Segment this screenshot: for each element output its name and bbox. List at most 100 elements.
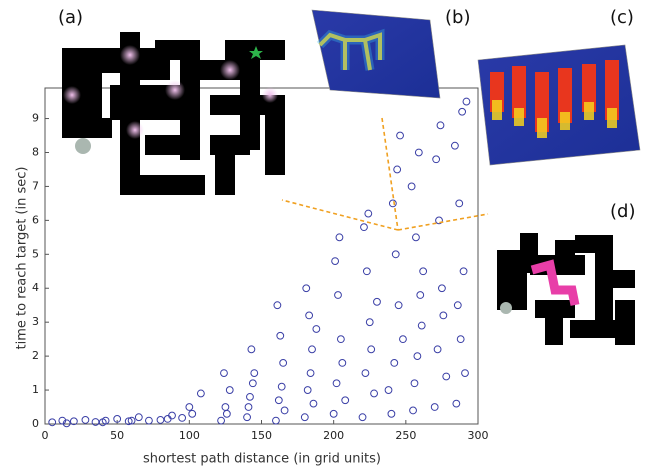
point (453, 400, 460, 407)
point (452, 142, 459, 149)
y-tick-label: 4 (32, 281, 39, 294)
panel-label: (b) (445, 7, 470, 28)
x-axis-label: shortest path distance (in grid units) (143, 452, 381, 467)
point (431, 404, 438, 411)
point (454, 302, 461, 309)
point (223, 410, 230, 417)
point (306, 312, 313, 319)
y-tick-label: 9 (32, 112, 39, 125)
point (433, 156, 440, 163)
point (186, 404, 193, 411)
point (459, 108, 466, 115)
figure: 0123456789050100150200250300 (0, 0, 649, 468)
point (368, 346, 375, 353)
point (277, 332, 284, 339)
point (394, 166, 401, 173)
point (244, 414, 251, 421)
point (363, 268, 370, 275)
point (301, 414, 308, 421)
point (332, 258, 339, 265)
point (275, 397, 282, 404)
point (251, 370, 258, 377)
point (342, 397, 349, 404)
point (359, 414, 366, 421)
point (303, 285, 310, 292)
point (310, 400, 317, 407)
point (197, 390, 204, 397)
x-tick-label: 300 (468, 429, 489, 442)
point (365, 210, 372, 217)
point (439, 285, 446, 292)
panel-label: (c) (610, 7, 634, 28)
point (434, 346, 441, 353)
point (281, 407, 288, 414)
point (82, 417, 89, 424)
point (418, 322, 425, 329)
y-tick-label: 8 (32, 145, 39, 158)
point (410, 407, 417, 414)
point (361, 224, 368, 231)
x-tick-label: 200 (323, 429, 344, 442)
point (304, 387, 311, 394)
point (417, 292, 424, 299)
surface-inset-b (312, 10, 440, 98)
y-tick-label: 5 (32, 247, 39, 260)
point (366, 319, 373, 326)
point (371, 390, 378, 397)
point (408, 183, 415, 190)
x-tick-label: 50 (110, 429, 124, 442)
point (374, 298, 381, 305)
y-tick-label: 0 (32, 417, 39, 430)
point (179, 414, 186, 421)
y-axis-label: time to reach target (in sec) (15, 167, 30, 350)
point (443, 373, 450, 380)
y-tick-label: 7 (32, 179, 39, 192)
point (385, 387, 392, 394)
point (460, 268, 467, 275)
point (278, 383, 285, 390)
point (337, 336, 344, 343)
point (313, 326, 320, 333)
maze-inset-a (62, 32, 285, 195)
point (247, 393, 254, 400)
x-tick-label: 250 (395, 429, 416, 442)
panel-label: (a) (58, 7, 83, 28)
point (362, 370, 369, 377)
point (157, 417, 164, 424)
point (307, 370, 314, 377)
point (397, 132, 404, 139)
point (309, 346, 316, 353)
point (388, 410, 395, 417)
point (218, 417, 225, 424)
point (221, 370, 228, 377)
panel-label: (d) (610, 201, 635, 222)
connector-lines (282, 118, 488, 230)
point (280, 360, 287, 367)
point (457, 336, 464, 343)
point (391, 360, 398, 367)
point (222, 404, 229, 411)
x-tick-label: 150 (251, 429, 272, 442)
point (415, 149, 422, 156)
point (392, 251, 399, 258)
point (49, 419, 56, 426)
point (462, 370, 469, 377)
point (440, 312, 447, 319)
point (395, 302, 402, 309)
point (330, 410, 337, 417)
point (335, 292, 342, 299)
point (333, 380, 340, 387)
point (274, 302, 281, 309)
point (420, 268, 427, 275)
x-tick-label: 0 (42, 429, 49, 442)
point (389, 200, 396, 207)
point (248, 346, 255, 353)
point (189, 410, 196, 417)
point (400, 336, 407, 343)
surface-inset-c (478, 45, 640, 165)
point (164, 416, 171, 423)
point (245, 404, 252, 411)
y-tick-label: 1 (32, 383, 39, 396)
point (146, 417, 153, 424)
